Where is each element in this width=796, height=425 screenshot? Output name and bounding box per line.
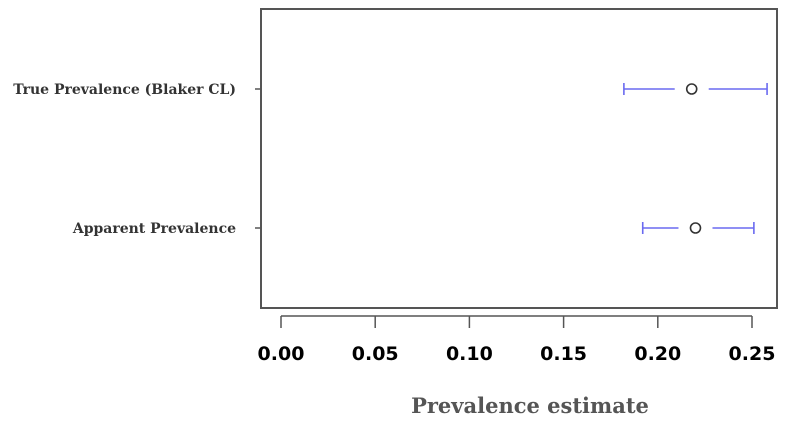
point-estimate xyxy=(685,83,698,95)
x-tick-label: 0.25 xyxy=(729,343,776,365)
x-tick-label: 0.15 xyxy=(540,343,587,365)
x-tick-label: 0.00 xyxy=(258,343,305,365)
y-tick-label: True Prevalence (Blaker CL) xyxy=(13,82,236,98)
point-estimate xyxy=(689,222,702,234)
y-axis: True Prevalence (Blaker CL) Apparent Prev… xyxy=(13,82,261,237)
x-tick-label: 0.20 xyxy=(634,343,681,365)
x-axis-title: Prevalence estimate xyxy=(411,393,649,418)
x-axis: 0.00 0.05 0.10 0.15 0.20 0.25 xyxy=(258,315,776,365)
plot-frame xyxy=(260,8,778,309)
y-tick-label: Apparent Prevalence xyxy=(72,221,236,237)
interval-marks xyxy=(623,83,768,234)
x-tick-label: 0.05 xyxy=(352,343,399,365)
x-tick-label: 0.10 xyxy=(446,343,493,365)
